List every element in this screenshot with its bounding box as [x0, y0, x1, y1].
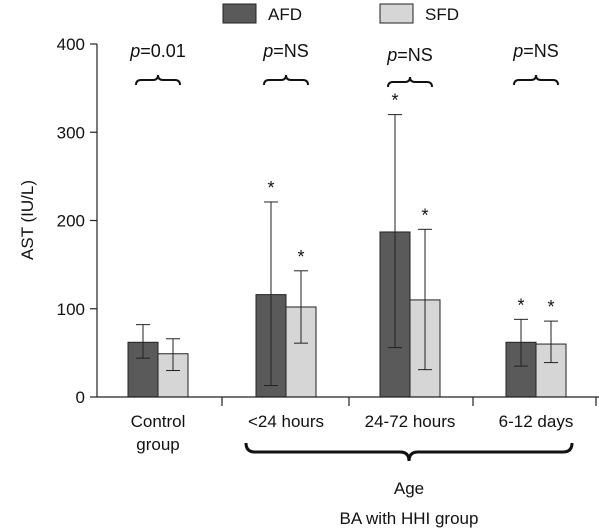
p-value-brace-0	[135, 74, 181, 86]
p-value-brace-3	[513, 74, 559, 86]
error-bar-afd-1	[264, 201, 278, 387]
p-symbol: p	[386, 45, 397, 65]
comparison-3: p=NS	[512, 41, 559, 86]
legend-label-afd: AFD	[268, 5, 302, 24]
star-afd-2: *	[391, 91, 398, 111]
legend-label-sfd: SFD	[425, 5, 459, 24]
legend-entry-sfd: SFD	[379, 3, 459, 24]
x-tick-label-0-1: group	[136, 435, 179, 454]
group-brace: Age BA with HHI group	[244, 442, 574, 528]
legend-swatch-afd	[222, 3, 257, 24]
star-sfd-2: *	[421, 205, 428, 225]
y-tick-label-4: 400	[57, 35, 85, 54]
comparison-0: p=0.01	[129, 41, 186, 86]
error-bar-afd-2	[388, 114, 402, 349]
error-bar-sfd-3	[544, 320, 558, 364]
comparison-2: p=NS	[386, 45, 433, 88]
x-tick-label-3-0: 6-12 days	[499, 412, 574, 431]
star-afd-3: *	[517, 295, 524, 315]
y-axis-label: AST (IU/L)	[18, 180, 37, 260]
y-axis: 0 100 200 300 400	[57, 35, 98, 407]
p-symbol: p	[512, 41, 523, 61]
p-value: =NS	[397, 45, 433, 65]
x-tick-label-0-0: Control	[131, 412, 186, 431]
y-tick-label-0: 0	[76, 388, 85, 407]
error-bar-afd-3	[514, 318, 528, 367]
bars	[127, 231, 567, 398]
star-sfd-1: *	[297, 247, 304, 267]
legend-swatch-sfd	[379, 3, 414, 24]
p-value-annotations: p=0.01 p=NS p=NS p=NS	[129, 41, 559, 88]
x-tick-label-1-0: <24 hours	[248, 412, 324, 431]
x-axis: Control group <24 hours 24-72 hours 6-12 day…	[97, 396, 599, 454]
p-value-label-3: p=NS	[512, 41, 559, 61]
star-afd-1: *	[267, 178, 274, 198]
p-symbol: p	[129, 41, 140, 61]
significance-stars: * * * * * *	[267, 91, 554, 318]
error-bars	[136, 114, 558, 387]
y-tick-label-2: 200	[57, 212, 85, 231]
error-bar-sfd-2	[418, 228, 432, 371]
p-value: =NS	[523, 41, 559, 61]
p-value-label-0: p=0.01	[129, 41, 186, 61]
p-value-label-2: p=NS	[386, 45, 433, 65]
group-brace-label: Age	[394, 479, 424, 498]
p-value-label-1: p=NS	[262, 41, 309, 61]
p-value-brace-2	[387, 76, 433, 88]
legend: AFD SFD	[222, 3, 459, 24]
group-brace-sublabel: BA with HHI group	[340, 509, 479, 528]
error-bar-sfd-0	[166, 338, 180, 372]
error-bar-afd-0	[136, 324, 150, 359]
p-value-brace-1	[263, 74, 309, 86]
y-tick-label-3: 300	[57, 123, 85, 142]
y-tick-label-1: 100	[57, 300, 85, 319]
p-symbol: p	[262, 41, 273, 61]
p-value: =NS	[273, 41, 309, 61]
comparison-1: p=NS	[262, 41, 309, 86]
x-tick-label-2-0: 24-72 hours	[365, 412, 456, 431]
error-bar-sfd-1	[294, 270, 308, 344]
p-value: =0.01	[140, 41, 186, 61]
group-brace-shape	[244, 442, 574, 462]
star-sfd-3: *	[547, 297, 554, 317]
legend-entry-afd: AFD	[222, 3, 302, 24]
